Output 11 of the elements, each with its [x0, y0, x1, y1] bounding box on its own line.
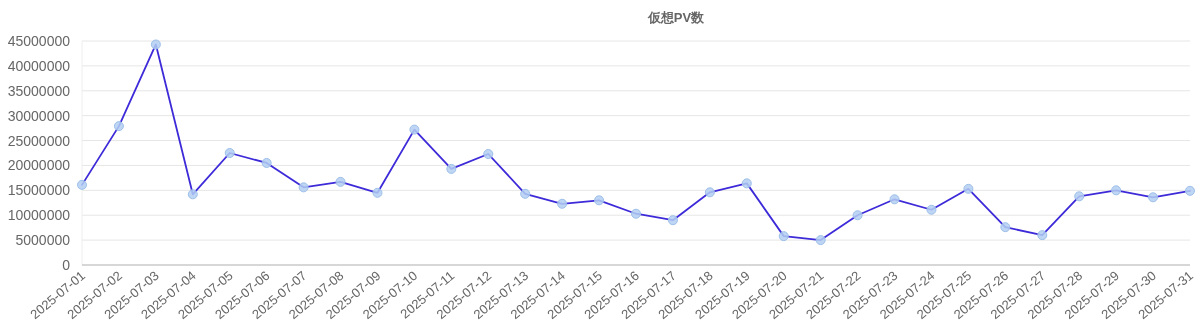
y-tick-label: 45000000 [7, 33, 71, 49]
y-tick-label: 0 [62, 257, 71, 273]
y-tick-label: 5000000 [15, 232, 71, 249]
y-tick-label: 10000000 [7, 207, 71, 224]
y-tick-label: 15000000 [7, 182, 71, 199]
y-tick-label: 30000000 [7, 107, 71, 124]
y-tick-label: 25000000 [7, 132, 71, 149]
chart-title: 仮想PV数 [646, 10, 706, 25]
y-tick-label: 40000000 [7, 57, 71, 74]
y-tick-label: 35000000 [7, 82, 71, 99]
y-tick-label: 20000000 [7, 157, 71, 174]
